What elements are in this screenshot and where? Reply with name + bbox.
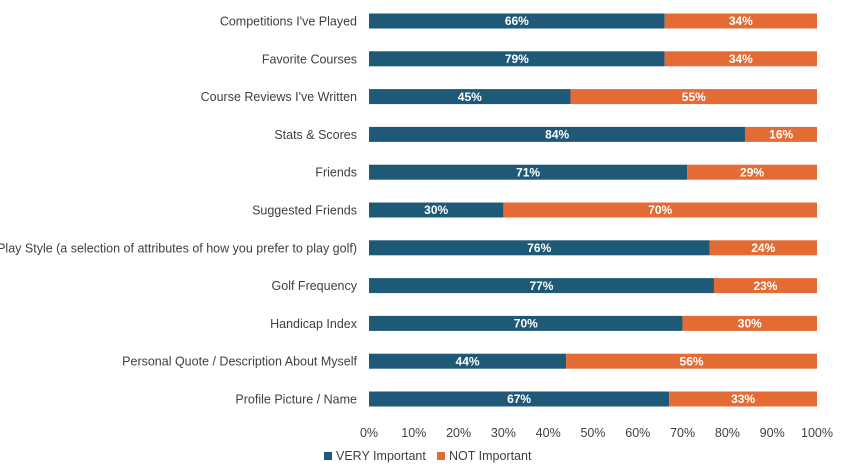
x-tick-label: 50% [580, 426, 605, 440]
data-label: 23% [753, 279, 777, 293]
data-label: 34% [729, 14, 753, 28]
data-label: 29% [740, 165, 764, 179]
x-tick-label: 40% [536, 426, 561, 440]
data-label: 77% [529, 279, 553, 293]
legend-label-very-important: VERY Important [336, 449, 426, 463]
x-tick-label: 0% [360, 426, 378, 440]
data-label: 56% [680, 354, 704, 368]
bar-very-important [369, 353, 567, 369]
data-label: 34% [729, 52, 753, 66]
x-axis: 0% 10% 20% 30% 40% 50% 60% 70% 80% 90% 100% [360, 426, 833, 440]
x-tick-label: 100% [801, 426, 833, 440]
bar-not-important [713, 278, 817, 294]
data-label: 55% [682, 90, 706, 104]
bar-very-important [369, 278, 714, 294]
category-label: Competitions I've Played [220, 15, 357, 29]
x-tick-label: 60% [625, 426, 650, 440]
category-label: Suggested Friends [252, 204, 357, 218]
legend-label-not-important: NOT Important [449, 449, 532, 463]
x-tick-label: 90% [760, 426, 785, 440]
category-label: Friends [315, 166, 357, 180]
data-label: 45% [458, 90, 482, 104]
category-label: Profile Picture / Name [235, 393, 357, 407]
bar-very-important [369, 391, 670, 407]
x-tick-label: 20% [446, 426, 471, 440]
x-tick-label: 10% [401, 426, 426, 440]
x-tick-label: 80% [715, 426, 740, 440]
category-label: Stats & Scores [274, 128, 357, 142]
data-label: 71% [516, 165, 540, 179]
bar-not-important [745, 126, 817, 142]
category-labels: Competitions I've Played Favorite Courses… [0, 15, 358, 407]
bar-very-important [369, 164, 688, 180]
bar-not-important [503, 202, 817, 218]
bar-not-important [682, 315, 817, 331]
data-label: 44% [456, 354, 480, 368]
bar-very-important [369, 13, 665, 29]
category-label: Handicap Index [270, 317, 358, 331]
category-label: Play Style (a selection of attributes of… [0, 241, 357, 255]
data-label: 70% [648, 203, 672, 217]
category-label: Personal Quote / Description About Mysel… [122, 355, 357, 369]
category-label: Golf Frequency [272, 279, 358, 293]
bar-not-important [669, 391, 817, 407]
data-label: 76% [527, 241, 551, 255]
legend-swatch-very-important [324, 452, 332, 460]
data-label: 30% [424, 203, 448, 217]
bar-not-important [664, 51, 817, 67]
legend: VERY Important NOT Important [324, 449, 532, 463]
bar-very-important [369, 315, 683, 331]
data-label: 24% [751, 241, 775, 255]
x-tick-label: 30% [491, 426, 516, 440]
bar-not-important [687, 164, 817, 180]
data-label: 70% [514, 317, 538, 331]
bar-not-important [570, 89, 817, 105]
bars-layer: 66% 34% 79% 34% 45% 55% 84% 16% 71% 29% 30% 70% 76% 2… [369, 13, 817, 407]
bar-not-important [566, 353, 817, 369]
data-label: 84% [545, 128, 569, 142]
data-label: 79% [505, 52, 529, 66]
x-tick-label: 70% [670, 426, 695, 440]
bar-not-important [709, 240, 817, 256]
bar-not-important [664, 13, 817, 29]
bar-very-important [369, 89, 571, 105]
data-label: 33% [731, 392, 755, 406]
data-label: 66% [505, 14, 529, 28]
bar-very-important [369, 240, 710, 256]
legend-swatch-not-important [437, 452, 445, 460]
bar-very-important [369, 126, 746, 142]
data-label: 67% [507, 392, 531, 406]
bar-very-important [369, 51, 665, 67]
category-label: Favorite Courses [262, 52, 357, 66]
data-label: 16% [769, 128, 793, 142]
bar-very-important [369, 202, 504, 218]
data-label: 30% [738, 317, 762, 331]
category-label: Course Reviews I've Written [201, 90, 357, 104]
